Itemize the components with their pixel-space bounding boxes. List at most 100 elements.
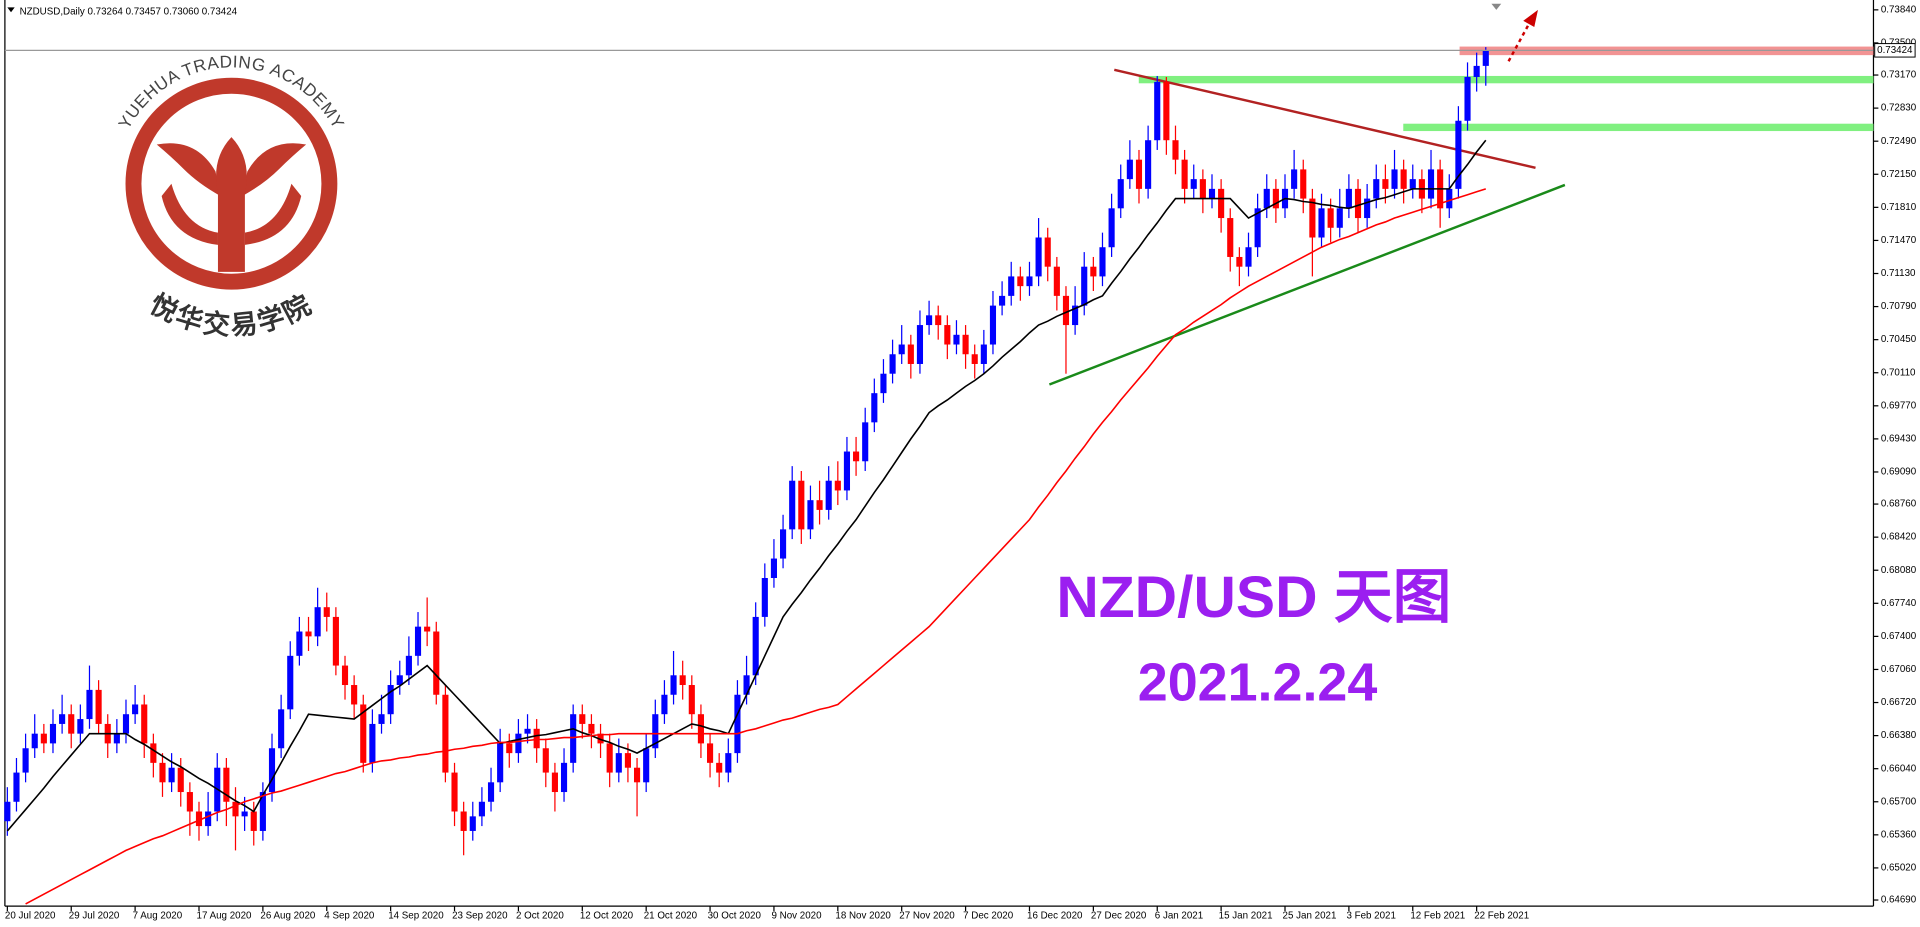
candle-body: [1108, 208, 1115, 248]
x-tick-label: 29 Jul 2020: [69, 910, 120, 921]
y-tick-label: 0.73500: [1881, 38, 1917, 49]
candle-body: [1391, 169, 1398, 189]
candle-body: [113, 733, 120, 744]
candle-body: [597, 733, 604, 744]
x-tick-label: 12 Feb 2021: [1410, 910, 1465, 921]
candle-body: [1035, 237, 1042, 277]
candle-body: [533, 728, 540, 749]
candle-body: [780, 529, 787, 559]
candle-body: [1218, 188, 1225, 219]
candle-body: [1382, 179, 1389, 189]
candle-body: [195, 811, 203, 827]
x-tick-label: 14 Sep 2020: [388, 910, 444, 921]
candle-body: [1318, 208, 1325, 238]
candle-body: [1482, 50, 1489, 66]
candle-body: [22, 748, 29, 773]
candle-body: [360, 704, 367, 763]
candle-body: [926, 315, 933, 326]
header-text: NZDUSD,Daily 0.73264 0.73457 0.73060 0.7…: [20, 7, 238, 18]
candle-body: [497, 743, 504, 783]
candle-body: [232, 801, 239, 817]
y-tick-label: 0.72150: [1881, 169, 1917, 180]
candle-body: [515, 733, 522, 754]
y-tick-label: 0.69090: [1881, 467, 1917, 478]
candle-body: [168, 767, 175, 783]
candle-body: [706, 743, 714, 763]
candle-body: [1364, 198, 1371, 219]
y-tick-label: 0.66720: [1881, 697, 1917, 708]
candle-body: [1272, 188, 1279, 209]
y-tick-label: 0.70110: [1881, 367, 1916, 378]
candle-body: [40, 733, 47, 744]
candle-body: [177, 767, 184, 793]
y-tick-label: 0.67740: [1881, 598, 1917, 609]
candle-body: [1227, 218, 1234, 257]
candle-body: [1172, 140, 1179, 160]
candle-body: [989, 305, 997, 345]
candle-body: [1062, 295, 1070, 326]
y-tick-label: 0.71810: [1881, 202, 1917, 213]
candle-body: [880, 373, 887, 394]
y-tick-label: 0.70790: [1881, 301, 1917, 312]
last-price-label: 0.73424: [1877, 45, 1913, 56]
x-tick-label: 25 Jan 2021: [1283, 910, 1337, 921]
logo-stem: [216, 137, 247, 272]
candle-body: [469, 816, 476, 831]
candle-body: [1327, 208, 1334, 228]
candle-body: [725, 753, 732, 773]
candle-body: [1409, 179, 1416, 189]
candle-body: [1345, 188, 1352, 209]
candle-body: [314, 607, 321, 637]
y-tick-label: 0.67060: [1881, 664, 1917, 675]
candle-body: [1072, 305, 1079, 326]
candle-body: [1044, 237, 1051, 267]
candle-body: [396, 675, 403, 686]
candle-body: [405, 655, 412, 676]
candle-body: [816, 500, 823, 510]
trendline-down: [1114, 68, 1536, 169]
candle-body: [789, 480, 796, 530]
candle-body: [1117, 179, 1124, 209]
x-tick-label: 12 Oct 2020: [580, 910, 634, 921]
candle-body: [86, 689, 93, 720]
x-tick-label: 27 Nov 2020: [899, 910, 955, 921]
candle-body: [378, 714, 385, 724]
candle-body: [1300, 169, 1307, 199]
candle-body: [68, 714, 75, 734]
candle-body: [1354, 188, 1362, 219]
candle-body: [971, 354, 978, 364]
x-tick-label: 4 Sep 2020: [324, 910, 375, 921]
candle-body: [332, 616, 339, 666]
candle-body: [1427, 169, 1435, 199]
x-tick-label: 6 Jan 2021: [1155, 910, 1203, 921]
y-tick-label: 0.68760: [1881, 499, 1917, 510]
candle-body: [1473, 65, 1480, 77]
candle-body: [460, 811, 467, 831]
candle-body: [916, 325, 924, 364]
candle-body: [1126, 159, 1133, 180]
candle-body: [250, 811, 257, 831]
candle-body: [287, 655, 294, 710]
candle-body: [159, 762, 166, 783]
candle-body: [752, 616, 759, 676]
candle-body: [962, 334, 969, 355]
y-tick-label: 0.69770: [1881, 400, 1917, 411]
y-tick-label: 0.65700: [1881, 796, 1917, 807]
y-tick-label: 0.72830: [1881, 103, 1917, 114]
candle-body: [1099, 247, 1106, 277]
candle-body: [798, 480, 805, 530]
candle-body: [862, 422, 869, 462]
candle-body: [487, 782, 495, 802]
candle-body: [1254, 208, 1261, 248]
y-tick-label: 0.67400: [1881, 631, 1917, 642]
candle-body: [1090, 266, 1097, 277]
logo-wing-left: [156, 143, 221, 196]
candle-body: [953, 334, 960, 345]
candle-body: [588, 723, 595, 734]
candle-body: [907, 344, 914, 364]
candle-body: [351, 685, 358, 705]
moving-average: [25, 188, 1487, 905]
candle-body: [1373, 179, 1380, 199]
candle-body: [95, 689, 102, 724]
